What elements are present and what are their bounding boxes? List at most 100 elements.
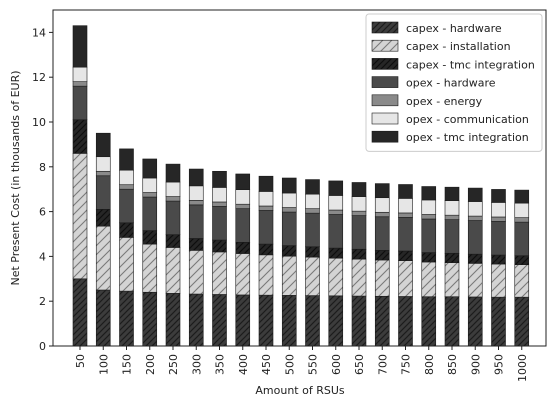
bar-segment (421, 214, 437, 220)
bar-segment (235, 208, 251, 243)
y-tick-label: 12 (32, 71, 46, 84)
bar-segment (165, 200, 181, 235)
bar-segment (72, 25, 88, 68)
bar-segment (95, 209, 111, 227)
bar-segment (165, 196, 181, 202)
bar-segment (491, 296, 506, 347)
legend-entry-label: opex - tmc integration (406, 131, 529, 144)
bar-segment (398, 198, 413, 214)
x-tick-label: 700 (376, 354, 389, 375)
bar-segment (351, 182, 367, 197)
bar-segment (305, 256, 320, 296)
bar-segment (119, 184, 134, 190)
legend-swatch (371, 21, 399, 34)
y-tick-label: 2 (39, 295, 46, 308)
legend-swatch (371, 130, 399, 143)
x-tick-label: 1000 (516, 354, 529, 382)
x-tick-label: 900 (469, 354, 482, 375)
bar-segment (95, 156, 111, 172)
x-tick-label: 750 (400, 354, 413, 375)
x-tick-label: 450 (260, 354, 273, 375)
x-tick-label: 150 (121, 354, 134, 375)
bar-segment (398, 212, 413, 218)
bar-segment (467, 215, 483, 221)
bar-segment (72, 278, 88, 347)
bar-segment (328, 257, 344, 297)
bar-segment (212, 251, 227, 295)
legend-swatch (371, 76, 399, 88)
bar-segment (188, 293, 204, 347)
bar-segment (328, 214, 344, 249)
bar-segment (421, 261, 437, 298)
bar-segment (328, 247, 344, 259)
bar-segment (281, 177, 297, 194)
legend-entry-label: capex - installation (406, 40, 511, 53)
x-tick-label: 850 (446, 354, 459, 375)
y-tick-label: 14 (32, 26, 46, 39)
bar-segment (188, 168, 204, 187)
bar-segment (212, 201, 227, 207)
y-tick-label: 6 (39, 206, 46, 219)
bar-segment (188, 204, 204, 239)
bar-segment (258, 294, 274, 347)
bar-segment (491, 189, 506, 203)
bar-segment (374, 250, 390, 261)
bar-segment (281, 192, 297, 208)
bar-segment (328, 295, 344, 347)
bar-segment (305, 208, 320, 214)
bar-segment (95, 170, 111, 177)
bar-segment (281, 295, 297, 347)
bar-segment (374, 183, 390, 199)
bar-segment (212, 206, 227, 241)
x-tick-label: 50 (74, 354, 87, 368)
bar-segment (305, 179, 320, 195)
bar-segment (165, 293, 181, 347)
bar-segment (188, 185, 204, 201)
bar-segment (351, 210, 367, 216)
bars-layer (72, 25, 530, 347)
bar-segment (491, 263, 506, 298)
bar-segment (142, 177, 158, 193)
bar-segment (444, 296, 460, 347)
bar-segment (119, 222, 134, 238)
bar-segment (142, 192, 158, 198)
bar-segment (235, 241, 251, 254)
bar-segment (398, 260, 413, 297)
bar-segment (305, 212, 320, 248)
bar-segment (374, 259, 390, 297)
bar-segment (374, 216, 390, 251)
legend-swatch (371, 58, 399, 70)
bar-segment (491, 202, 506, 218)
bar-segment (142, 196, 158, 231)
bar-segment (514, 264, 530, 298)
y-tick-label: 4 (39, 250, 46, 263)
bar-segment (72, 85, 88, 121)
bar-segment (398, 250, 413, 261)
x-tick-label: 800 (423, 354, 436, 375)
bar-segment (421, 252, 437, 263)
bar-segment (142, 291, 158, 347)
bar-segment (491, 216, 506, 222)
bar-segment (514, 255, 530, 265)
bar-segment (258, 243, 274, 256)
bar-segment (95, 225, 111, 291)
legend-entry-label: opex - hardware (406, 77, 496, 90)
bar-segment (514, 189, 530, 204)
x-tick-label: 500 (283, 354, 296, 375)
bar-segment (212, 294, 227, 347)
bar-segment (258, 210, 274, 245)
bar-segment (95, 175, 111, 210)
bar-segment (212, 239, 227, 253)
bar-segment (444, 214, 460, 220)
bar-segment (188, 200, 204, 206)
bar-segment (351, 248, 367, 260)
bar-segment (467, 253, 483, 264)
bar-segment (165, 163, 181, 183)
bar-segment (235, 189, 251, 205)
bar-segment (467, 296, 483, 347)
y-tick-label: 8 (39, 161, 46, 174)
bar-segment (351, 295, 367, 347)
bar-segment (374, 197, 390, 213)
bar-segment (467, 201, 483, 217)
legend-entry-label: capex - tmc integration (406, 58, 535, 71)
